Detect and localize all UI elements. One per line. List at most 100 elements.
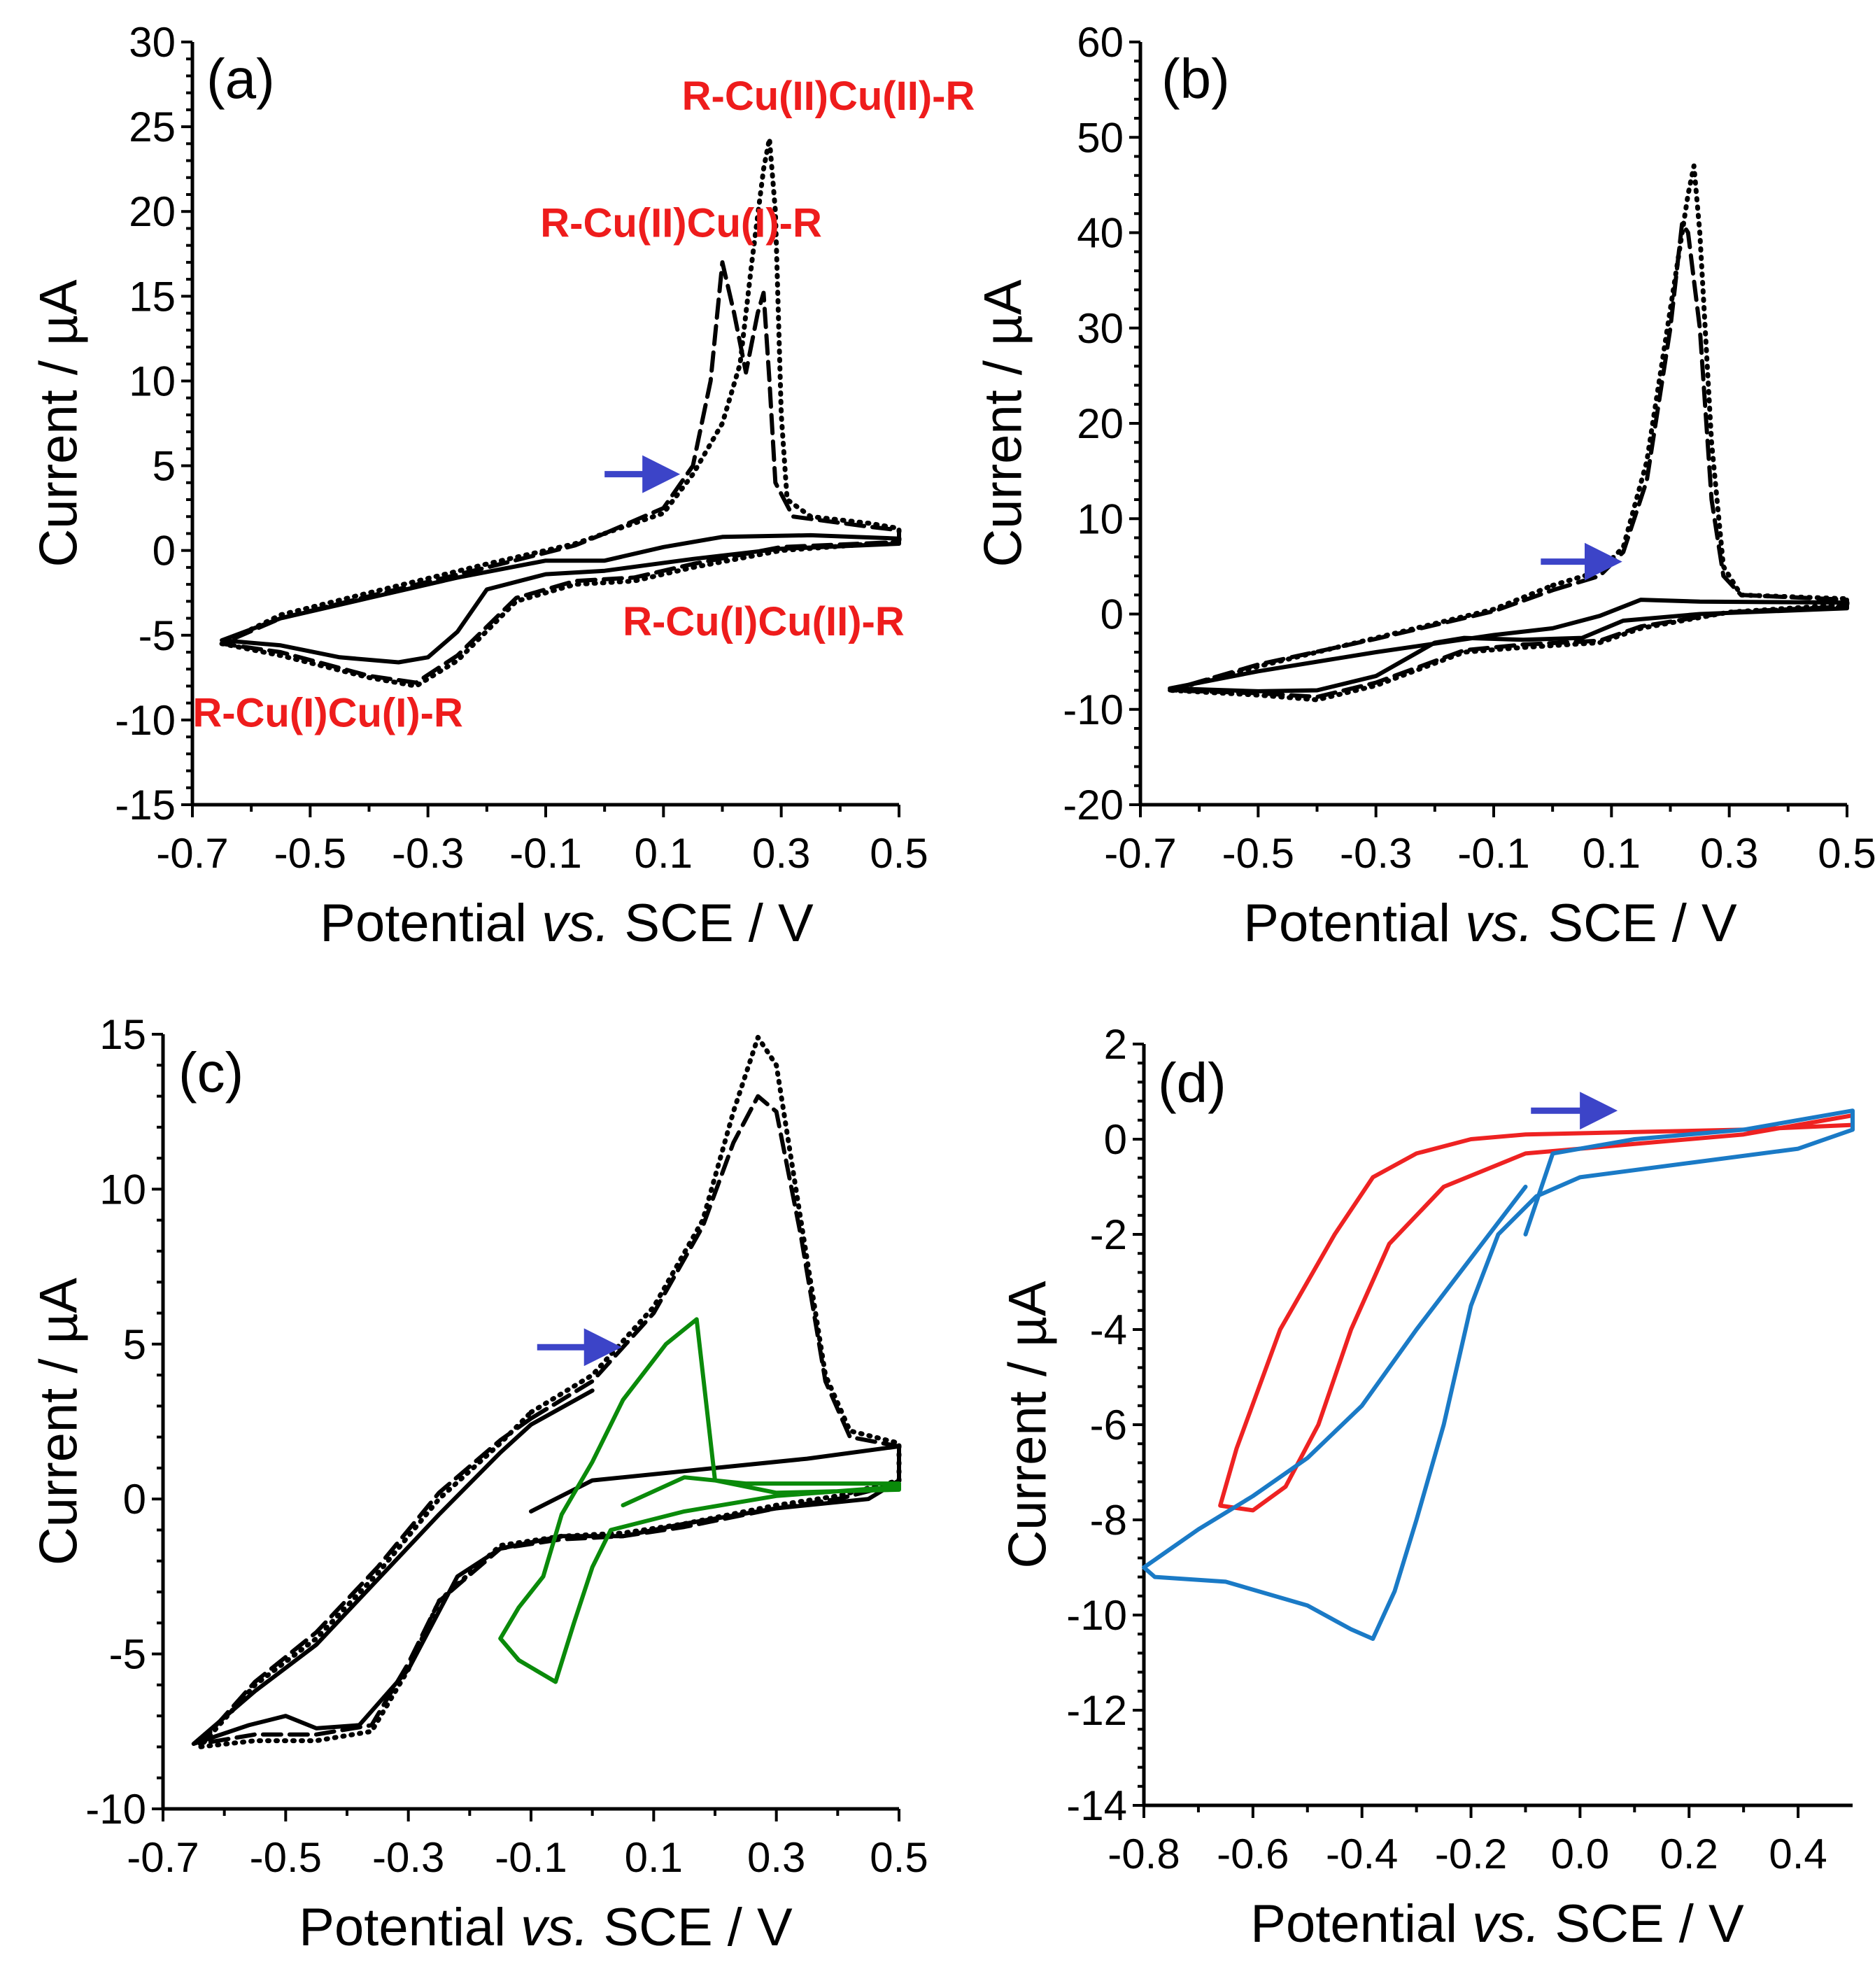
y-tick-label-m2: -2 xyxy=(1090,1211,1127,1258)
x-axis-title-part: vs. xyxy=(1472,1894,1540,1954)
y-tick-label-15: 15 xyxy=(129,273,176,320)
x-axis-title: Potential vs. SCE / V xyxy=(1250,1894,1744,1954)
x-axis-title: Potential vs. SCE / V xyxy=(320,894,814,953)
panel-c: -10 -5 0 5 10 15 -0.7 -0.5 -0.3 -0.1 0.1 0.3 0.5 Pote… xyxy=(29,1011,928,1957)
x-axis-title: Potential vs. SCE / V xyxy=(299,1898,793,1957)
y-axis-title: Current / µA xyxy=(29,1278,88,1566)
x-tick-label-m0p4: -0.4 xyxy=(1326,1831,1398,1877)
x-tick-label-0p3: 0.3 xyxy=(1700,830,1758,877)
panel-label: (c) xyxy=(178,1041,243,1104)
x-axis-title-part: Potential xyxy=(1243,894,1465,953)
y-tick-label-m20: -20 xyxy=(1063,782,1124,829)
y-tick-label-m14: -14 xyxy=(1066,1782,1127,1829)
panel-label: (a) xyxy=(206,48,275,110)
y-tick-label-40: 40 xyxy=(1077,210,1124,257)
y-axis-title: Current / µA xyxy=(998,1281,1057,1569)
x-axis-title-part: SCE / V xyxy=(588,1898,793,1957)
y-tick-label-m10: -10 xyxy=(85,1786,146,1833)
panel-d: -14 -12 -10 -8 -6 -4 -2 0 2 -0.8 -0.6 -0.4 -0.2 0.0 0.… xyxy=(998,1021,1855,1954)
y-tick-label-60: 60 xyxy=(1077,19,1124,66)
x-tick-label-0p1: 0.1 xyxy=(635,830,693,877)
y-tick-label-0: 0 xyxy=(123,1476,146,1523)
y-tick-label-m10: -10 xyxy=(115,697,176,744)
x-tick-label-m0p5: -0.5 xyxy=(1222,830,1294,877)
y-axis-title: Current / µA xyxy=(973,279,1033,568)
x-tick-label-m0p3: -0.3 xyxy=(392,830,464,877)
y-tick-label-30: 30 xyxy=(129,19,176,66)
y-tick-label-10: 10 xyxy=(129,358,176,404)
x-tick-label-0p5: 0.5 xyxy=(1818,830,1875,877)
y-tick-label-10: 10 xyxy=(1077,495,1124,542)
y-tick-label-m12: -12 xyxy=(1066,1687,1127,1734)
y-tick-label-m10: -10 xyxy=(1063,686,1124,733)
x-tick-label-0p2: 0.2 xyxy=(1660,1831,1718,1877)
x-tick-label-0p4: 0.4 xyxy=(1769,1831,1827,1877)
x-tick-label-m0p1: -0.1 xyxy=(1457,830,1529,877)
x-tick-label-0p3: 0.3 xyxy=(747,1834,805,1881)
y-tick-label-0: 0 xyxy=(1101,591,1124,638)
x-axis-title-part: vs. xyxy=(542,894,609,953)
x-tick-label-0p5: 0.5 xyxy=(870,830,928,877)
x-tick-label-m0p8: -0.8 xyxy=(1108,1831,1180,1877)
series-solid-line xyxy=(220,533,901,665)
annotation-label-2: R-Cu(II)Cu(I)-R xyxy=(540,201,822,246)
x-axis-title: Potential vs. SCE / V xyxy=(1243,894,1737,953)
x-tick-label-m0p7: -0.7 xyxy=(1104,830,1176,877)
x-axis-title-part: SCE / V xyxy=(1540,1894,1744,1954)
y-tick-label-30: 30 xyxy=(1077,305,1124,352)
x-axis-title-part: Potential xyxy=(320,894,542,953)
y-axis-title: Current / µA xyxy=(29,279,88,568)
series-dashed-line xyxy=(1168,220,1849,699)
x-tick-label-m0p1: -0.1 xyxy=(509,830,581,877)
y-tick-label-m5: -5 xyxy=(109,1631,146,1678)
x-axis-title-part: vs. xyxy=(521,1898,588,1957)
panel-b: -20 -10 0 10 20 30 40 50 60 -0.7 -0.5 -0.3 -0.1 0.1 0.… xyxy=(973,19,1875,953)
x-axis-title-part: Potential xyxy=(1250,1894,1472,1954)
x-tick-label-m0p3: -0.3 xyxy=(1340,830,1412,877)
x-tick-label-m0p1: -0.1 xyxy=(495,1834,567,1881)
y-tick-label-25: 25 xyxy=(129,104,176,150)
y-tick-label-0: 0 xyxy=(1104,1116,1127,1163)
x-tick-label-0p1: 0.1 xyxy=(1583,830,1641,877)
series-solid-line xyxy=(191,1388,901,1746)
panel-label: (b) xyxy=(1161,48,1230,110)
x-tick-label-m0p5: -0.5 xyxy=(250,1834,322,1881)
x-tick-label-m0p5: -0.5 xyxy=(274,830,346,877)
y-tick-label-15: 15 xyxy=(99,1011,146,1058)
y-tick-label-10: 10 xyxy=(99,1166,146,1213)
y-tick-label-m15: -15 xyxy=(115,782,176,829)
y-tick-label-m5: -5 xyxy=(139,612,176,659)
x-axis-title-part: SCE / V xyxy=(1533,894,1737,953)
panel-a: -15 -10 -5 0 5 10 15 20 25 30 -0.7 -0.5 -0.3 -0.1 0.1 0… xyxy=(29,19,975,953)
x-axis-title-part: SCE / V xyxy=(609,894,814,953)
series-dotted-line xyxy=(219,136,902,689)
y-tick-label-0: 0 xyxy=(153,528,176,574)
series-solid-line xyxy=(1168,598,1849,693)
x-tick-label-m0p7: -0.7 xyxy=(127,1834,199,1881)
x-axis-title-part: vs. xyxy=(1465,894,1533,953)
y-tick-label-m8: -8 xyxy=(1090,1497,1127,1544)
x-tick-label-m0p2: -0.2 xyxy=(1435,1831,1507,1877)
annotation-label-1: R-Cu(II)Cu(II)-R xyxy=(682,73,975,119)
x-tick-label-m0p3: -0.3 xyxy=(372,1834,444,1881)
x-tick-label-0: 0.0 xyxy=(1551,1831,1609,1877)
y-tick-label-5: 5 xyxy=(153,443,176,490)
annotation-label-3: R-Cu(I)Cu(II)-R xyxy=(623,599,905,644)
x-tick-label-0p1: 0.1 xyxy=(625,1834,683,1881)
y-tick-label-m4: -4 xyxy=(1090,1306,1127,1353)
y-tick-label-m6: -6 xyxy=(1090,1402,1127,1448)
x-axis-title-part: Potential xyxy=(299,1898,521,1957)
y-tick-label-50: 50 xyxy=(1077,114,1124,161)
y-tick-label-m10: -10 xyxy=(1066,1592,1127,1639)
y-tick-label-20: 20 xyxy=(1077,400,1124,447)
annotation-label-4: R-Cu(I)Cu(I)-R xyxy=(192,691,463,736)
x-tick-label-m0p7: -0.7 xyxy=(156,830,228,877)
y-tick-label-2: 2 xyxy=(1104,1021,1127,1068)
panel-label: (d) xyxy=(1158,1052,1226,1114)
series-dotted-line xyxy=(1167,163,1850,703)
series-dashed-line xyxy=(197,1094,901,1746)
y-tick-label-20: 20 xyxy=(129,188,176,235)
series-blue-line xyxy=(1142,1108,1855,1641)
x-tick-label-0p3: 0.3 xyxy=(752,830,810,877)
